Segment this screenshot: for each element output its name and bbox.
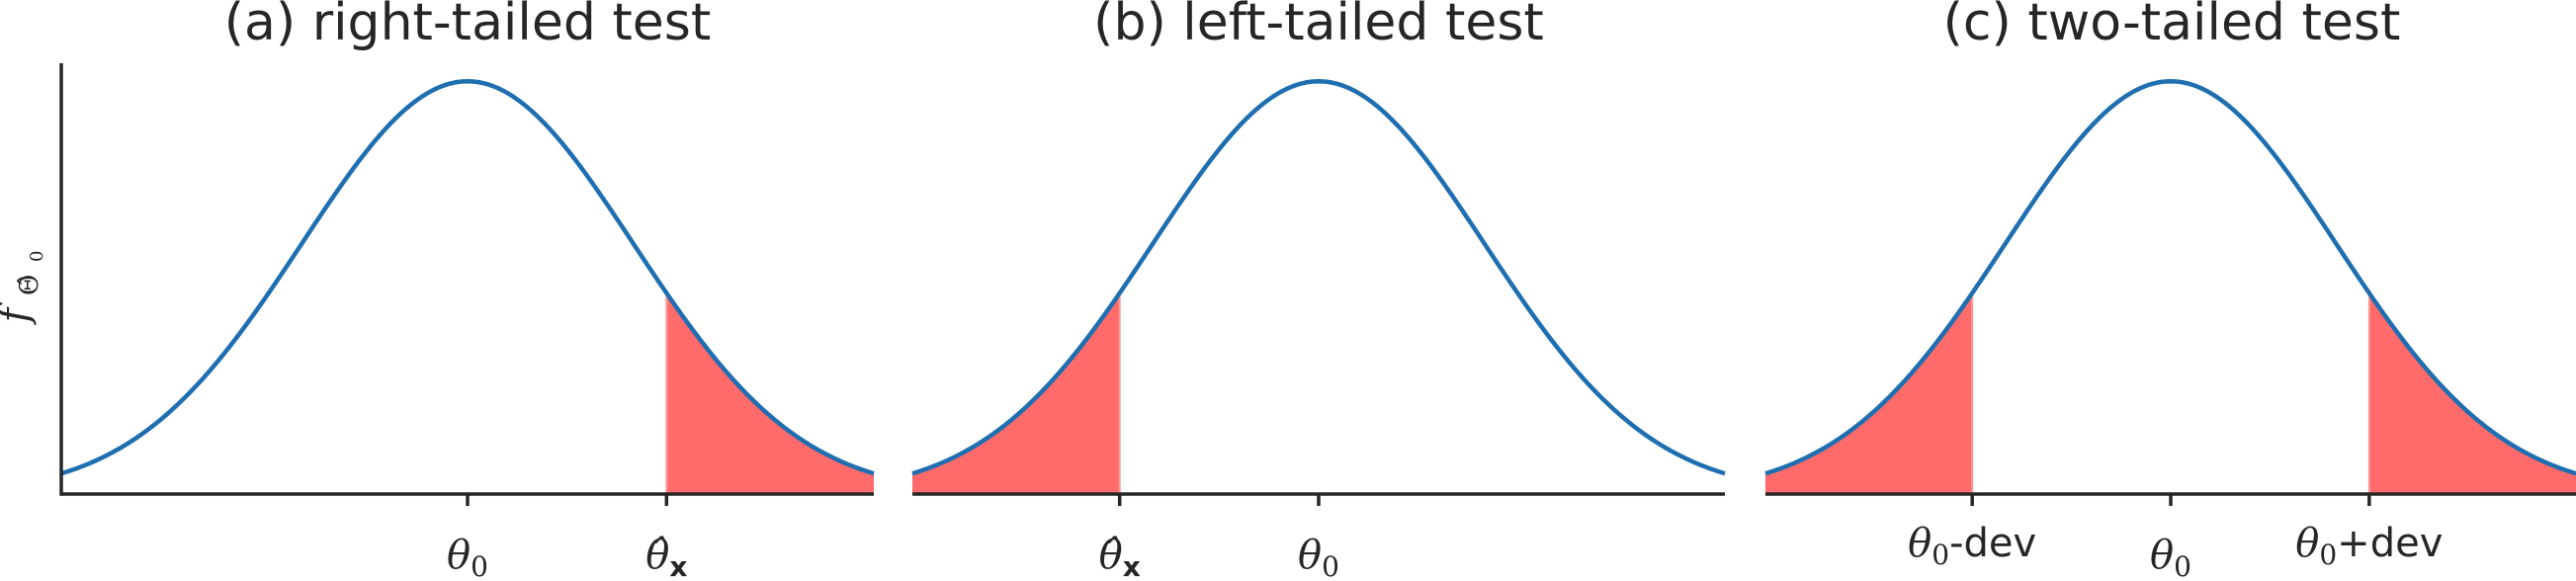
x-tick-label: θ̂x <box>645 533 687 581</box>
x-tick-label: θ̂x <box>1099 533 1141 581</box>
shaded-tail-region <box>1765 292 1973 494</box>
tick-subscript: 0 <box>2174 550 2191 581</box>
tick-subscript: 0 <box>2319 539 2337 571</box>
tick-suffix: -dev <box>1949 521 2036 566</box>
panel-a-title: (a) right-tailed test <box>224 0 711 52</box>
tick-suffix: +dev <box>2337 521 2443 566</box>
density-curve <box>60 79 875 476</box>
panel-c-title: (c) two-tailed test <box>1943 0 2401 52</box>
tick-symbol: θ <box>1298 533 1322 578</box>
tick-symbol: θ <box>1908 521 1932 566</box>
density-curve <box>911 79 1726 476</box>
tick-symbol: θ <box>447 533 471 578</box>
tick-subscript: 0 <box>471 550 488 581</box>
tick-symbol: θ̂ <box>645 533 669 578</box>
y-axis-label-subscript: Θ̂ <box>15 275 44 295</box>
panel-b-title: (b) left-tailed test <box>1093 0 1544 52</box>
density-curve <box>1764 79 2576 476</box>
y-axis-label-subscript-0: 0 <box>27 250 47 261</box>
x-tick-label: θ0 <box>1298 533 1339 581</box>
x-tick-label: θ0+dev <box>2295 521 2443 571</box>
panel-a-y-label: f Θ̂ 0 <box>0 250 47 325</box>
x-tick-label: θ0 <box>447 533 488 581</box>
panel-b-plot: θ̂x θ0 <box>911 79 1726 581</box>
tick-symbol: θ <box>2150 533 2174 578</box>
shaded-tail-region <box>2368 292 2576 494</box>
y-axis-label-f: f <box>0 302 38 326</box>
tick-subscript: x <box>1123 550 1141 581</box>
tick-subscript: 0 <box>1322 550 1339 581</box>
tick-subscript: x <box>669 550 687 581</box>
panel-a: (a) right-tailed test f Θ̂ 0 θ0θ̂x <box>0 0 875 581</box>
shaded-tail-region <box>912 292 1120 494</box>
tick-symbol: θ̂ <box>1099 533 1123 578</box>
tick-subscript: 0 <box>1932 539 1949 571</box>
x-tick-label: θ0-dev <box>1908 521 2036 571</box>
tick-symbol: θ <box>2295 521 2319 566</box>
panel-b: (b) left-tailed test θ̂x θ0 <box>911 0 1726 581</box>
x-tick-label: θ0 <box>2150 533 2191 581</box>
svg-text:f Θ̂ 0: f Θ̂ 0 <box>0 250 47 325</box>
panel-a-plot: θ0 θ̂x <box>59 63 875 581</box>
shaded-tail-region <box>666 292 874 494</box>
